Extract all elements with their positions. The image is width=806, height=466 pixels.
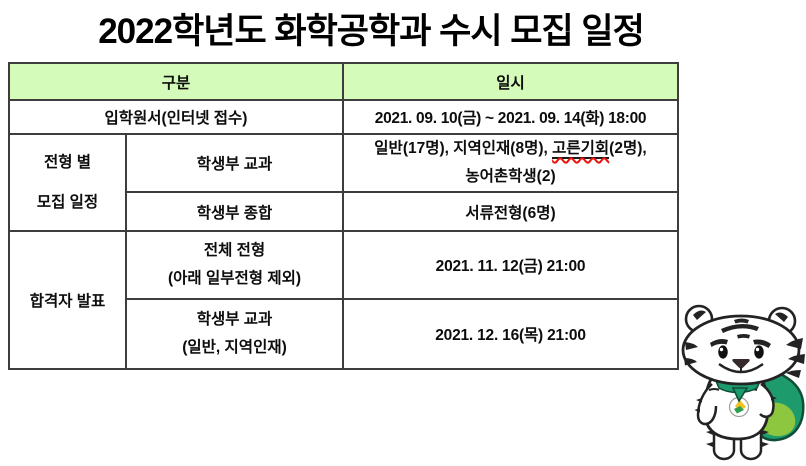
application-label: 입학원서(인터넷 접수) bbox=[8, 99, 344, 135]
schedule-section-label-line2: 모집 일정 bbox=[36, 193, 99, 211]
application-period: 2021. 09. 10(금) ~ 2021. 09. 14(화) 18:00 bbox=[342, 99, 679, 135]
announce-gyogwa-row: 학생부 교과 (일반, 지역인재) 2021. 12. 16(목) 21:00 bbox=[9, 298, 679, 370]
admission-schedule-table: 구분 일시 입학원서(인터넷 접수) 2021. 09. 10(금) ~ 202… bbox=[8, 62, 679, 370]
page-title: 2022학년도 화학공학과 수시 모집 일정 bbox=[98, 12, 645, 51]
schedule-gyogwa-value: 일반(17명), 지역인재(8명), 고른기회(2명), 농어촌학생(2) bbox=[342, 133, 679, 193]
schedule-jonghap-row: 학생부 종합 서류전형(6명) bbox=[9, 191, 679, 232]
header-datetime: 일시 bbox=[342, 62, 679, 101]
announce-section-label: 합격자 발표 bbox=[8, 230, 127, 370]
announce-all-row: 합격자 발표 전체 전형 (아래 일부전형 제외) 2021. 11. 12(금… bbox=[8, 230, 679, 370]
announce-all-value: 2021. 11. 12(금) 21:00 bbox=[342, 230, 679, 300]
announce-gyogwa-label-line2: (일반, 지역인재) bbox=[182, 339, 287, 356]
announce-all-label-line2: (아래 일부전형 제외) bbox=[167, 270, 302, 287]
table-header-row: 구분 일시 bbox=[8, 62, 679, 101]
schedule-gyogwa-label: 학생부 교과 bbox=[125, 133, 344, 193]
university-mascot-tiger-image bbox=[681, 304, 805, 461]
gyogwa-value-underlined: 고른기회 bbox=[552, 140, 610, 159]
schedule-gyogwa-value-line2: 농어촌학생(2) bbox=[465, 168, 556, 185]
announce-all-label-line1: 전체 전형 bbox=[203, 242, 266, 259]
announce-gyogwa-label-line1: 학생부 교과 bbox=[196, 311, 273, 328]
application-row: 입학원서(인터넷 접수) 2021. 09. 10(금) ~ 2021. 09.… bbox=[8, 99, 679, 135]
gyogwa-value-after: (2명), bbox=[609, 140, 647, 157]
schedule-jonghap-value: 서류전형(6명) bbox=[342, 191, 679, 232]
announce-gyogwa-value: 2021. 12. 16(목) 21:00 bbox=[342, 298, 679, 370]
spellcheck-wavy-underline: 고른기회 bbox=[552, 140, 610, 159]
gyogwa-value-before: 일반(17명), 지역인재(8명), bbox=[374, 140, 553, 157]
schedule-gyogwa-value-line1: 일반(17명), 지역인재(8명), 고른기회(2명), bbox=[345, 136, 676, 163]
schedule-section-label: 전형 별 모집 일정 bbox=[8, 133, 127, 232]
header-category: 구분 bbox=[8, 62, 344, 101]
announce-gyogwa-label: 학생부 교과 (일반, 지역인재) bbox=[125, 298, 344, 370]
schedule-jonghap-label: 학생부 종합 bbox=[125, 191, 344, 232]
announce-all-label: 전체 전형 (아래 일부전형 제외) bbox=[125, 230, 344, 300]
schedule-section-label-line1: 전형 별 bbox=[43, 153, 92, 171]
schedule-gyogwa-row: 전형 별 모집 일정 학생부 교과 일반(17명), 지역인재(8명), 고른기… bbox=[8, 133, 679, 232]
